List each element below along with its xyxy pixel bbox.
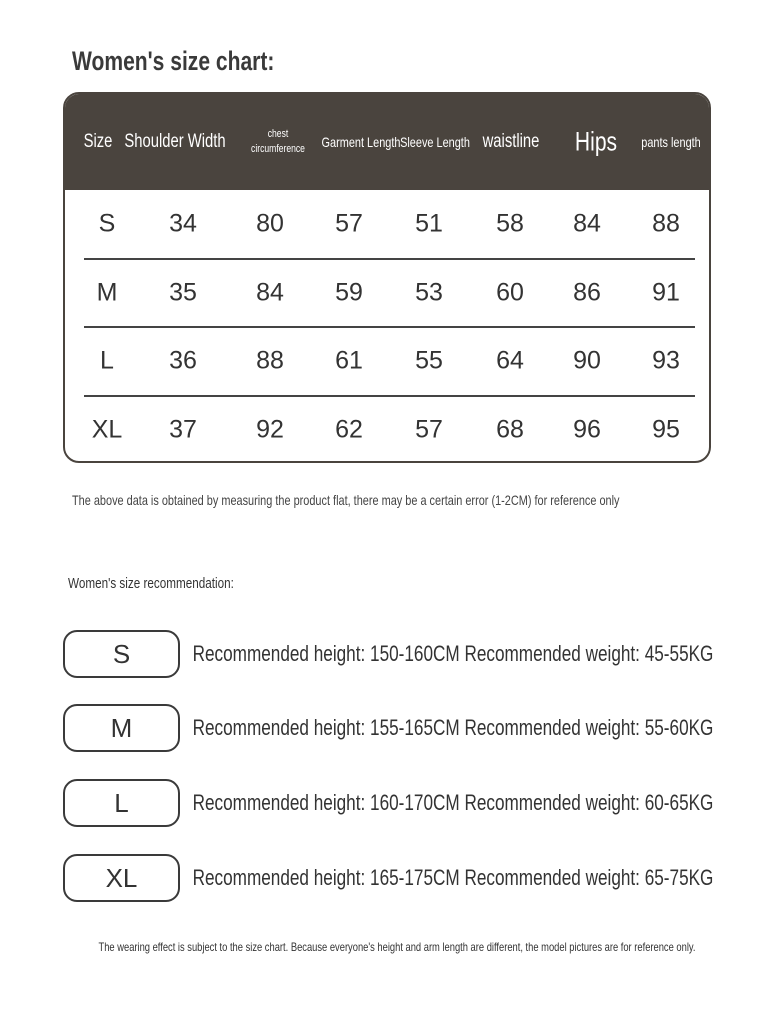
size-cell: M [96, 278, 118, 306]
value-cell: 57 [415, 415, 443, 443]
value-cell: 88 [256, 346, 284, 375]
value-cell: 68 [496, 415, 524, 443]
header-hips: Hips [574, 126, 618, 157]
size-cell: S [98, 209, 116, 238]
value-cell: 62 [335, 415, 363, 443]
table-row: S 34 80 57 51 58 84 88 [65, 190, 709, 258]
recommendation-text: Recommended height: 150-160CM Recommende… [192, 641, 714, 666]
value-cell: 84 [573, 209, 601, 238]
value-cell: 51 [415, 209, 443, 238]
size-recommendation: S Recommended height: 150-160CM Recommend… [63, 630, 743, 678]
value-cell: 64 [496, 346, 524, 375]
value-cell: 95 [652, 415, 680, 443]
value-cell: 93 [652, 346, 680, 375]
value-cell: 57 [335, 209, 363, 238]
size-cell: L [100, 346, 114, 375]
header-pants-length: pants length [641, 134, 701, 150]
recommendation-text: Recommended height: 160-170CM Recommende… [192, 790, 714, 815]
page-title: Women's size chart: [72, 46, 275, 76]
header-size: Size [83, 131, 113, 152]
size-cell: XL [91, 415, 123, 443]
size-recommendation: L Recommended height: 160-170CM Recommend… [63, 779, 743, 827]
value-cell: 60 [496, 278, 524, 306]
size-recommendation: XL Recommended height: 165-175CM Recommen… [63, 854, 743, 902]
header-waistline: waistline [482, 131, 540, 152]
value-cell: 58 [496, 209, 524, 238]
size-badge: M [63, 704, 180, 752]
table-row: M 35 84 59 53 60 86 91 [65, 259, 709, 327]
value-cell: 61 [335, 346, 363, 375]
row-divider [84, 257, 695, 260]
wearing-note: The wearing effect is subject to the siz… [98, 940, 696, 954]
value-cell: 88 [652, 209, 680, 238]
value-cell: 86 [573, 278, 601, 306]
value-cell: 36 [169, 346, 197, 375]
value-cell: 59 [335, 278, 363, 306]
value-cell: 96 [573, 415, 601, 443]
size-badge: XL [63, 854, 180, 902]
row-divider [84, 326, 695, 328]
table-header: Size Shoulder Width chest circumference … [65, 94, 709, 190]
value-cell: 55 [415, 346, 443, 375]
header-shoulder-width: Shoulder Width [124, 131, 226, 152]
recommendation-text: Recommended height: 155-165CM Recommende… [192, 715, 714, 740]
value-cell: 34 [169, 209, 197, 238]
table-row: XL 37 92 62 57 68 96 95 [65, 396, 709, 462]
value-cell: 92 [256, 415, 284, 443]
header-sleeve-length: Sleeve Length [400, 134, 470, 150]
value-cell: 84 [256, 278, 284, 306]
size-chart-table: Size Shoulder Width chest circumference … [63, 92, 711, 463]
measurement-note: The above data is obtained by measuring … [72, 492, 620, 508]
size-recommendation: M Recommended height: 155-165CM Recommend… [63, 704, 743, 752]
recommendation-text: Recommended height: 165-175CM Recommende… [192, 865, 714, 890]
recommendation-heading: Women's size recommendation: [68, 575, 234, 592]
value-cell: 37 [169, 415, 197, 443]
header-chest: chest circumference [251, 128, 305, 155]
table-row: L 36 88 61 55 64 90 93 [65, 327, 709, 395]
value-cell: 53 [415, 278, 443, 306]
header-garment-length: Garment Length [321, 134, 401, 150]
value-cell: 35 [169, 278, 197, 306]
row-divider [84, 394, 695, 397]
value-cell: 80 [256, 209, 284, 238]
value-cell: 91 [652, 278, 680, 306]
size-badge: S [63, 630, 180, 678]
value-cell: 90 [573, 346, 601, 375]
size-badge: L [63, 779, 180, 827]
